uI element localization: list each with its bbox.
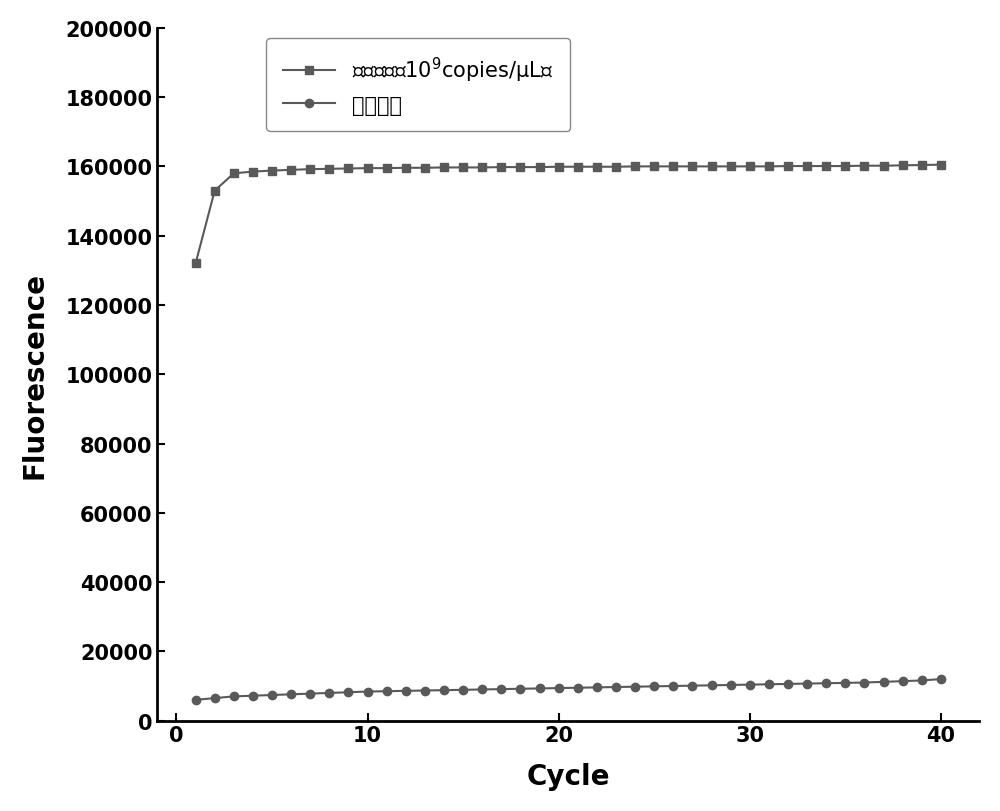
- pos: [858, 161, 870, 171]
- pos: [304, 165, 316, 175]
- neg: [553, 684, 565, 693]
- neg: [209, 693, 221, 703]
- neg: [457, 685, 469, 695]
- neg: [514, 684, 526, 693]
- pos: [190, 260, 202, 269]
- pos: [534, 163, 546, 173]
- X-axis label: Cycle: Cycle: [527, 762, 610, 790]
- neg: [190, 695, 202, 705]
- neg: [228, 692, 240, 702]
- neg: [782, 679, 794, 689]
- neg: [495, 684, 507, 694]
- pos: [285, 165, 297, 175]
- pos: [648, 162, 660, 172]
- pos: [706, 162, 718, 172]
- neg: [725, 680, 737, 690]
- neg: [438, 685, 450, 695]
- pos: [266, 166, 278, 176]
- pos: [935, 161, 947, 170]
- neg: [763, 680, 775, 689]
- pos: [744, 162, 756, 172]
- neg: [572, 683, 584, 693]
- neg: [858, 678, 870, 688]
- neg: [381, 686, 393, 696]
- pos: [916, 161, 928, 170]
- pos: [362, 164, 374, 174]
- neg: [304, 689, 316, 698]
- neg: [878, 677, 890, 687]
- pos: [381, 164, 393, 174]
- neg: [342, 688, 354, 697]
- neg: [266, 690, 278, 700]
- pos: [897, 161, 909, 171]
- pos: [342, 165, 354, 174]
- neg: [706, 680, 718, 690]
- neg: [801, 679, 813, 689]
- neg: [400, 686, 412, 696]
- neg: [897, 676, 909, 686]
- pos: [686, 162, 698, 172]
- neg: [591, 683, 603, 693]
- pos: [457, 163, 469, 173]
- neg: [648, 681, 660, 691]
- pos: [228, 169, 240, 179]
- pos: [495, 163, 507, 173]
- neg: [744, 680, 756, 689]
- pos: [763, 162, 775, 172]
- neg: [323, 689, 335, 698]
- pos: [801, 162, 813, 172]
- pos: [323, 165, 335, 174]
- neg: [935, 675, 947, 684]
- neg: [419, 686, 431, 696]
- pos: [820, 162, 832, 172]
- neg: [285, 689, 297, 699]
- pos: [725, 162, 737, 172]
- neg: [476, 684, 488, 694]
- pos: [878, 161, 890, 171]
- neg: [667, 681, 679, 691]
- pos: [419, 164, 431, 174]
- neg: [686, 681, 698, 691]
- neg: [610, 682, 622, 692]
- neg: [534, 684, 546, 693]
- pos: [514, 163, 526, 173]
- neg: [247, 691, 259, 701]
- Line: neg: neg: [191, 675, 945, 704]
- Line: pos: pos: [191, 161, 945, 268]
- pos: [438, 163, 450, 173]
- pos: [572, 163, 584, 173]
- pos: [400, 164, 412, 174]
- Legend: 阳性对照（10$^9$copies/μL）, 阴性对照: 阳性对照（10$^9$copies/μL）, 阴性对照: [266, 39, 570, 132]
- pos: [553, 163, 565, 173]
- pos: [476, 163, 488, 173]
- pos: [247, 168, 259, 178]
- neg: [362, 687, 374, 697]
- pos: [209, 187, 221, 196]
- neg: [839, 678, 851, 688]
- pos: [839, 162, 851, 172]
- pos: [629, 162, 641, 172]
- pos: [782, 162, 794, 172]
- Y-axis label: Fluorescence: Fluorescence: [21, 272, 49, 478]
- pos: [610, 163, 622, 173]
- neg: [629, 682, 641, 692]
- neg: [916, 676, 928, 685]
- pos: [591, 163, 603, 173]
- neg: [820, 679, 832, 689]
- pos: [667, 162, 679, 172]
